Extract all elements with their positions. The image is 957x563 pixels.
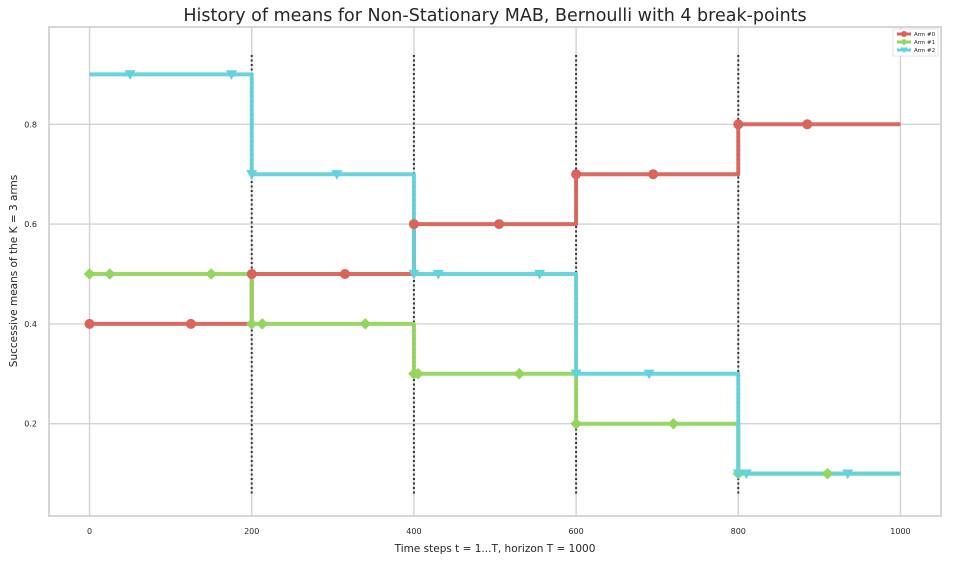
x-tick-label: 600 <box>568 527 583 536</box>
series-line <box>89 271 901 476</box>
series-marker <box>83 268 96 280</box>
series-marker <box>359 318 372 330</box>
x-tick-label: 800 <box>731 527 746 536</box>
series-marker <box>571 169 582 180</box>
series-marker <box>494 219 505 230</box>
series-marker <box>104 268 116 280</box>
series-marker <box>331 170 343 180</box>
series-marker <box>901 31 907 37</box>
series-markers <box>83 70 854 480</box>
x-axis-label: Time steps t = 1...T, horizon T = 1000 <box>394 543 596 555</box>
series-marker <box>513 368 526 380</box>
series-marker <box>408 269 420 280</box>
y-tick-label: 0.4 <box>24 320 37 329</box>
series-marker <box>124 70 136 80</box>
series-marker <box>246 268 257 279</box>
y-tick-labels: 0.2 0.4 0.6 0.8 <box>24 120 37 428</box>
series-marker <box>821 467 834 480</box>
series-marker <box>667 417 680 430</box>
series-marker <box>408 219 419 230</box>
chart-title: History of means for Non-Stationary MAB,… <box>183 6 806 26</box>
series-marker <box>412 368 424 380</box>
legend: Arm #0 Arm #1 Arm #2 <box>892 28 939 57</box>
series-marker <box>643 369 655 380</box>
series-marker <box>534 269 546 280</box>
series-marker <box>256 318 269 330</box>
y-axis-label: Successive means of the K = 3 arms <box>8 175 20 367</box>
series-marker <box>802 119 813 130</box>
x-tick-label: 0 <box>87 527 92 536</box>
series-marker <box>570 417 582 430</box>
series-marker <box>225 70 237 80</box>
series-marker <box>900 38 908 46</box>
y-tick-label: 0.6 <box>24 220 37 229</box>
series-marker <box>842 469 854 480</box>
series-marker <box>84 318 95 329</box>
series-marker <box>245 318 258 330</box>
series-marker <box>246 170 258 180</box>
series-marker <box>205 268 217 280</box>
x-tick-label: 400 <box>406 527 421 536</box>
legend-label: Arm #2 <box>914 48 935 54</box>
series-marker <box>185 318 196 329</box>
series-marker <box>733 119 744 130</box>
series-marker <box>648 169 659 180</box>
series-marker <box>339 268 350 279</box>
x-tick-labels: 0 200 400 600 800 1000 <box>87 527 911 536</box>
series-marker <box>732 469 744 480</box>
series-marker <box>432 269 444 280</box>
legend-label: Arm #1 <box>914 40 935 46</box>
series-marker <box>570 369 582 380</box>
x-tick-label: 200 <box>244 527 259 536</box>
y-tick-label: 0.2 <box>24 420 37 429</box>
series-marker <box>740 469 752 480</box>
legend-label: Arm #0 <box>914 32 936 38</box>
grid <box>49 27 941 516</box>
plot-frame <box>48 26 942 517</box>
series-line <box>89 72 901 476</box>
y-tick-label: 0.8 <box>24 120 37 129</box>
series-marker <box>900 47 908 54</box>
x-tick-label: 1000 <box>890 527 910 536</box>
